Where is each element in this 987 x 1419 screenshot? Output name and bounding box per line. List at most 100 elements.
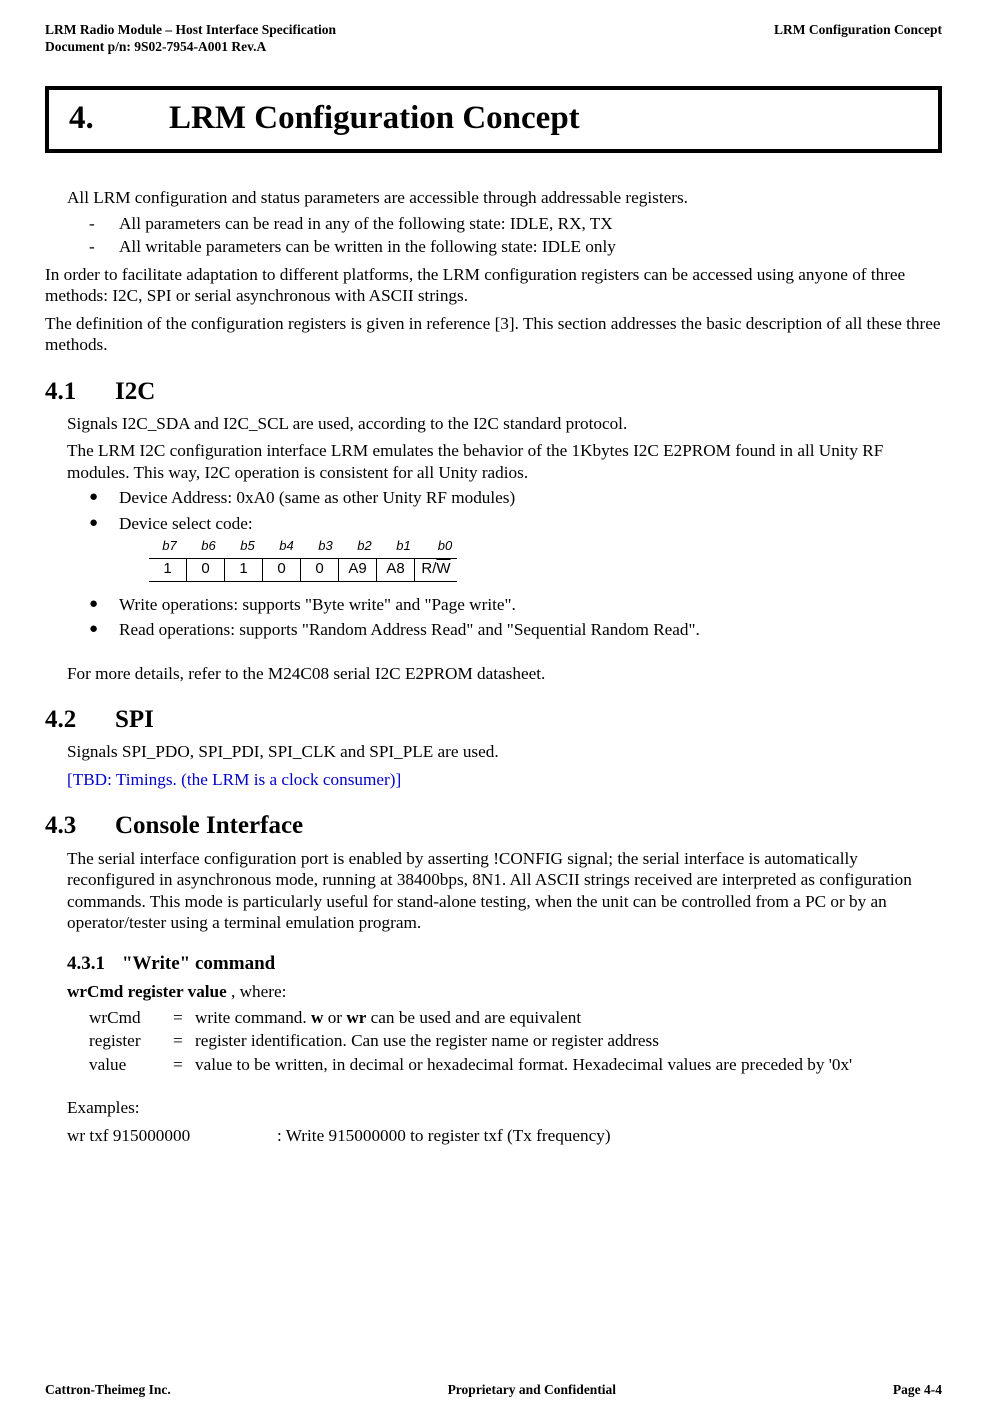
bullet-item: ● Device select code: b7 b6 b5 b4 b3 b2 [89, 513, 942, 590]
dash-item: -All parameters can be read in any of th… [89, 213, 942, 235]
rw-prefix: R/ [421, 560, 436, 577]
write-cmd-defs: wrCmd = write command. w or wr can be us… [89, 1007, 942, 1076]
heading-text: SPI [115, 706, 154, 733]
bit-label: b3 [307, 538, 344, 555]
bullet-text: Write operations: supports "Byte write" … [119, 594, 516, 616]
intro-p3: The definition of the configuration regi… [45, 313, 942, 356]
s41-p1: Signals I2C_SDA and I2C_SCL are used, ac… [67, 413, 942, 435]
dsc-cell: 0 [301, 558, 339, 581]
def-val: write command. w or wr can be used and a… [195, 1007, 581, 1029]
def-eq: = [173, 1054, 195, 1076]
s41-body: Signals I2C_SDA and I2C_SCL are used, ac… [67, 413, 942, 684]
dsc-bit-labels: b7 b6 b5 b4 b3 b2 b1 b0 [149, 536, 468, 557]
s43-p1: The serial interface configuration port … [67, 848, 942, 934]
heading-num: 4.3.1 [67, 952, 122, 976]
bit-label: b2 [346, 538, 383, 555]
dash-marker: - [89, 236, 119, 258]
dash-text: All parameters can be read in any of the… [119, 213, 613, 235]
bit-label: b6 [190, 538, 227, 555]
content: All LRM configuration and status paramet… [45, 187, 942, 1146]
def-val: value to be written, in decimal or hexad… [195, 1054, 852, 1076]
heading-text: I2C [115, 378, 155, 405]
heading-4-1: 4.1I2C [45, 376, 942, 407]
def-bold: wr [346, 1008, 366, 1027]
def-text: or [323, 1008, 346, 1027]
intro-dash-list: -All parameters can be read in any of th… [89, 213, 942, 258]
dash-text: All writable parameters can be written i… [119, 236, 616, 258]
example-row: wr txf 915000000 : Write 915000000 to re… [67, 1125, 942, 1147]
def-eq: = [173, 1007, 195, 1029]
s42-p1: Signals SPI_PDO, SPI_PDI, SPI_CLK and SP… [67, 741, 942, 763]
page-header: LRM Radio Module – Host Interface Specif… [45, 22, 942, 56]
dash-item: -All writable parameters can be written … [89, 236, 942, 258]
rw-overline: W [436, 560, 450, 577]
s42-tbd: [TBD: Timings. (the LRM is a clock consu… [67, 769, 942, 791]
heading-4-3: 4.3Console Interface [45, 810, 942, 841]
s41-p3: For more details, refer to the M24C08 se… [67, 663, 942, 685]
dsc-cell: A9 [339, 558, 377, 581]
bullet-text: Device select code: [119, 514, 253, 533]
bit-label: b5 [229, 538, 266, 555]
bullet-item: ●Write operations: supports "Byte write"… [89, 594, 942, 616]
s431: 4.3.1"Write" command wrCmd register valu… [67, 952, 942, 1147]
bullet-marker: ● [89, 514, 119, 591]
header-left-line1: LRM Radio Module – Host Interface Specif… [45, 22, 336, 37]
def-eq: = [173, 1030, 195, 1052]
section-number: 4. [69, 98, 169, 139]
def-key: wrCmd [89, 1007, 173, 1029]
bullet-marker: ● [89, 595, 119, 617]
def-text: write command. [195, 1008, 311, 1027]
example-desc: : Write 915000000 to register txf (Tx fr… [277, 1125, 611, 1147]
dash-marker: - [89, 213, 119, 235]
bit-label: b4 [268, 538, 305, 555]
bit-label: b0 [424, 538, 466, 555]
heading-4-2: 4.2SPI [45, 704, 942, 735]
write-cmd-where: , where: [227, 982, 287, 1001]
def-row: value = value to be written, in decimal … [89, 1054, 942, 1076]
footer-center: Proprietary and Confidential [448, 1382, 617, 1399]
s42-body: Signals SPI_PDO, SPI_PDI, SPI_CLK and SP… [67, 741, 942, 790]
dsc-cell: 1 [149, 558, 187, 581]
device-select-code: b7 b6 b5 b4 b3 b2 b1 b0 1 [149, 536, 468, 581]
s43-body: The serial interface configuration port … [67, 848, 942, 934]
dsc-cell: A8 [377, 558, 415, 581]
dsc-cell-rw: R/W [415, 558, 458, 581]
heading-text: Console Interface [115, 812, 303, 839]
examples-label: Examples: [67, 1097, 942, 1119]
def-row: wrCmd = write command. w or wr can be us… [89, 1007, 942, 1029]
bullet-text: Device Address: 0xA0 (same as other Unit… [119, 487, 515, 509]
def-key: register [89, 1030, 173, 1052]
intro-p2: In order to facilitate adaptation to dif… [45, 264, 942, 307]
intro-p1: All LRM configuration and status paramet… [67, 187, 942, 209]
bullet-body: Device select code: b7 b6 b5 b4 b3 b2 b1… [119, 513, 468, 590]
page: LRM Radio Module – Host Interface Specif… [0, 0, 987, 1419]
section-title: 4.LRM Configuration Concept [45, 86, 942, 153]
write-cmd-lead: wrCmd register value , where: [67, 981, 942, 1003]
bullet-text: Read operations: supports "Random Addres… [119, 619, 700, 641]
write-cmd-syntax: wrCmd register value [67, 982, 227, 1001]
heading-num: 4.1 [45, 376, 115, 407]
def-text: can be used and are equivalent [366, 1008, 581, 1027]
bit-label: b1 [385, 538, 422, 555]
page-footer: Cattron-Theimeg Inc. Proprietary and Con… [45, 1382, 942, 1399]
def-key: value [89, 1054, 173, 1076]
header-right: LRM Configuration Concept [774, 22, 942, 56]
intro-block: All LRM configuration and status paramet… [67, 187, 942, 258]
def-row: register = register identification. Can … [89, 1030, 942, 1052]
bullet-marker: ● [89, 620, 119, 642]
dsc-cells: 1 0 1 0 0 A9 A8 R/W [149, 558, 457, 582]
bullet-item: ●Device Address: 0xA0 (same as other Uni… [89, 487, 942, 509]
dsc-cell: 0 [187, 558, 225, 581]
header-left: LRM Radio Module – Host Interface Specif… [45, 22, 336, 56]
section-title-text: LRM Configuration Concept [169, 100, 580, 136]
def-bold: w [311, 1008, 323, 1027]
bullet-marker: ● [89, 488, 119, 510]
bullet-item: ●Read operations: supports "Random Addre… [89, 619, 942, 641]
heading-num: 4.2 [45, 704, 115, 735]
footer-left: Cattron-Theimeg Inc. [45, 1382, 171, 1399]
heading-4-3-1: 4.3.1"Write" command [67, 952, 942, 976]
dsc-cell: 0 [263, 558, 301, 581]
heading-num: 4.3 [45, 810, 115, 841]
s41-bullets: ●Device Address: 0xA0 (same as other Uni… [89, 487, 942, 640]
header-left-line2: Document p/n: 9S02-7954-A001 Rev.A [45, 39, 266, 54]
